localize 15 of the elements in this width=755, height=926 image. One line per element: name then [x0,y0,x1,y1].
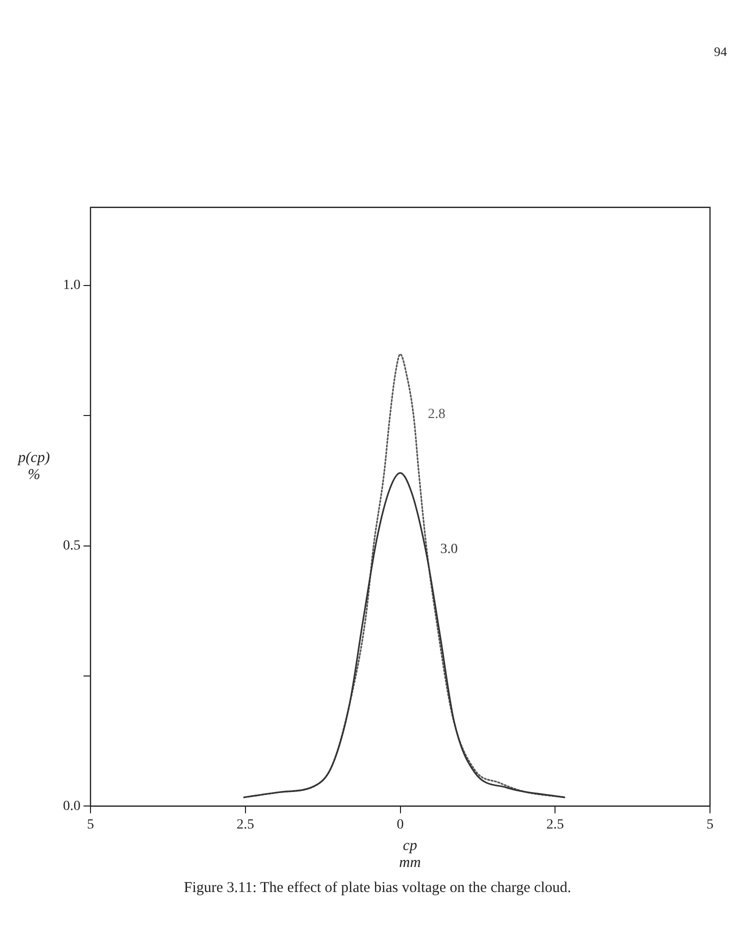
x-tick-label: 2.5 [546,817,564,832]
x-axis-title: cp mm [398,838,422,872]
series-label: 3.0 [440,542,458,557]
y-tick-label: 1.0 [63,278,80,294]
y-tick-label: 0.0 [63,798,80,814]
x-tick-label: 2.5 [236,817,254,832]
series-label: 2.8 [428,406,446,422]
line-series [243,472,566,798]
y-axis-title: p(cp) % [16,450,51,484]
x-tick-label: 5 [87,817,94,832]
x-tick-label: 5 [706,817,714,832]
x-tick-label: 0 [396,817,404,832]
caption: Figure 3.11: The effect of plate bias voltage on the charge cloud. [182,880,572,897]
y-tick-label: 0.5 [63,538,80,554]
text: 94 [714,44,727,60]
